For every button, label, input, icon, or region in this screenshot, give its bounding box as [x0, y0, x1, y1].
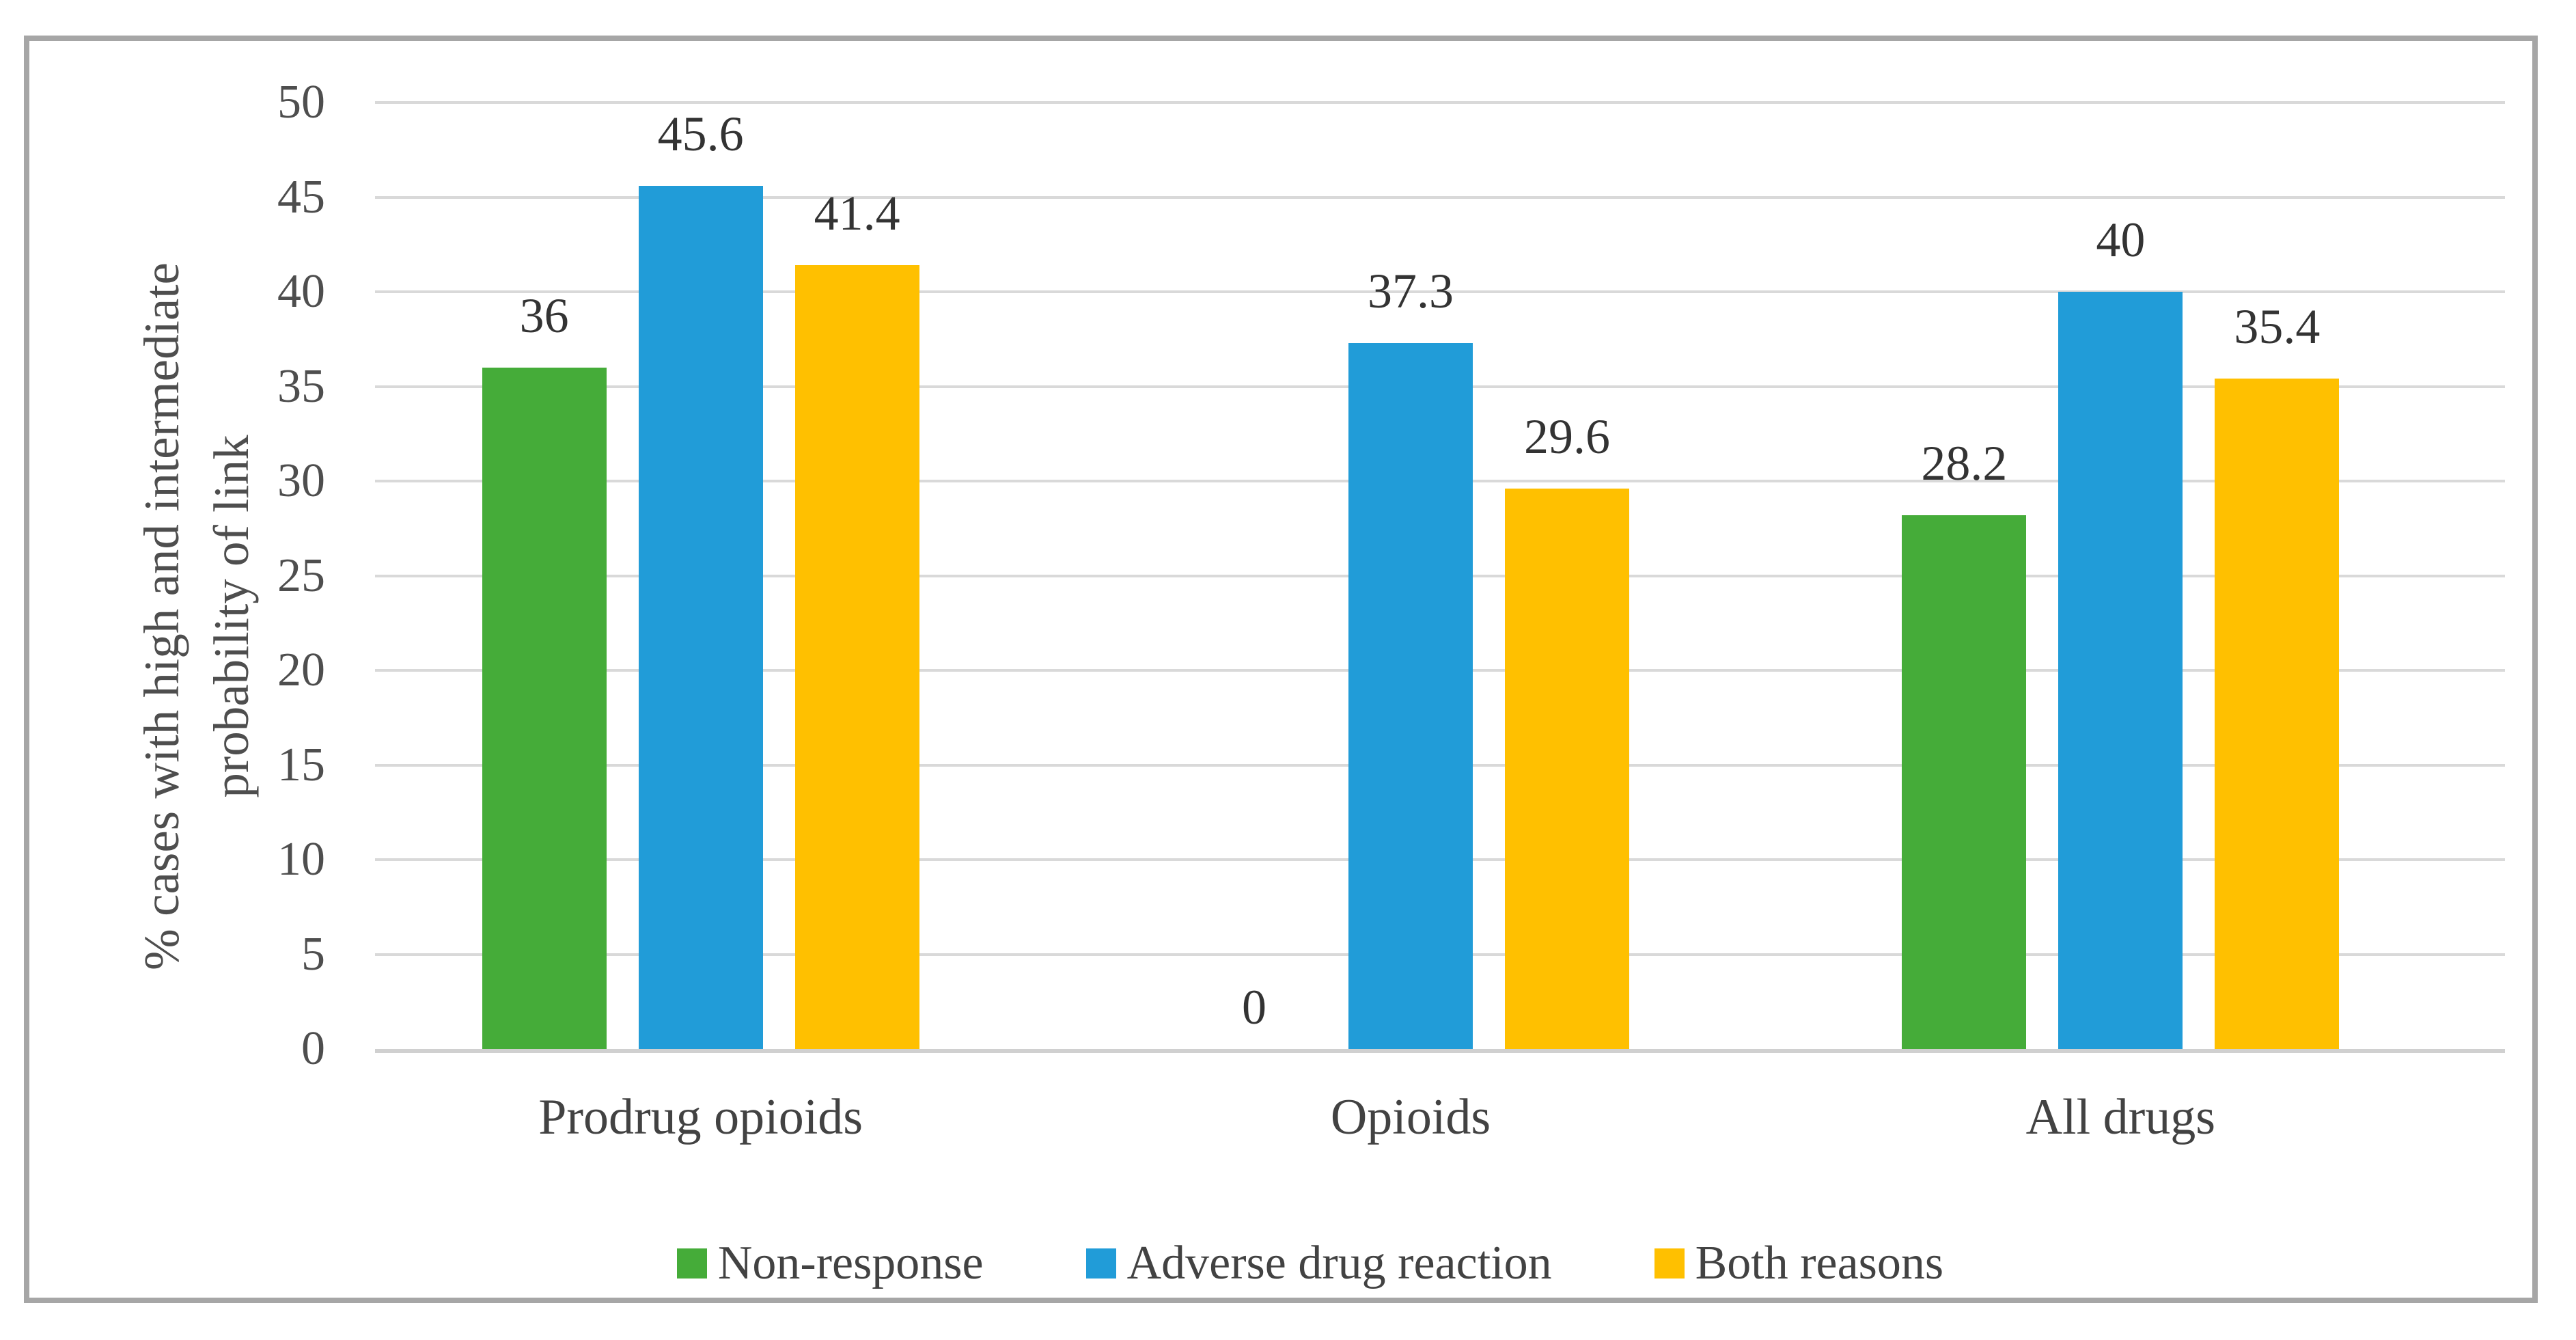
- legend-label-non-response: Non-response: [717, 1237, 984, 1289]
- legend: Non-response Adverse drug reaction Both re…: [53, 1238, 2567, 1289]
- data-label-adverse-drug-reaction-all-drugs: 40: [2096, 213, 2146, 267]
- y-tick-label-25: 25: [277, 549, 325, 602]
- gridline-40: [375, 290, 2505, 293]
- bar-both-reasons-prodrug-opioids: [794, 265, 919, 1049]
- data-label-adverse-drug-reaction-prodrug-opioids: 45.6: [657, 106, 744, 161]
- y-tick-label-20: 20: [277, 644, 325, 696]
- category-label-opioids: Opioids: [1330, 1089, 1491, 1145]
- category-label-prodrug-opioids: Prodrug opioids: [538, 1089, 863, 1145]
- legend-swatch-both-reasons: [1654, 1248, 1685, 1279]
- y-tick-label-50: 50: [277, 76, 325, 128]
- legend-item-both-reasons: Both reasons: [1654, 1237, 1944, 1289]
- data-label-both-reasons-prodrug-opioids: 41.4: [814, 186, 900, 241]
- data-label-both-reasons-all-drugs: 35.4: [2234, 299, 2321, 355]
- y-tick-label-15: 15: [277, 738, 325, 791]
- legend-label-adverse-drug-reaction: Adverse drug reaction: [1126, 1237, 1552, 1289]
- legend-item-adverse-drug-reaction: Adverse drug reaction: [1085, 1237, 1552, 1289]
- bar-non-response-prodrug-opioids: [482, 367, 607, 1049]
- data-label-adverse-drug-reaction-opioids: 37.3: [1368, 263, 1454, 318]
- data-label-both-reasons-opioids: 29.6: [1524, 409, 1610, 465]
- bar-adverse-drug-reaction-opioids: [1348, 342, 1473, 1049]
- legend-item-non-response: Non-response: [676, 1237, 984, 1289]
- legend-swatch-non-response: [676, 1248, 707, 1279]
- y-tick-label-45: 45: [277, 170, 325, 223]
- y-tick-label-10: 10: [277, 833, 325, 886]
- bar-both-reasons-opioids: [1505, 489, 1629, 1049]
- y-tick-label-30: 30: [277, 454, 325, 507]
- data-label-non-response-prodrug-opioids: 36: [519, 288, 569, 343]
- x-axis-line: [375, 1049, 2505, 1053]
- bar-both-reasons-all-drugs: [2215, 379, 2340, 1049]
- bar-non-response-all-drugs: [1902, 515, 2027, 1049]
- y-tick-label-5: 5: [301, 927, 325, 981]
- y-tick-label-0: 0: [301, 1022, 325, 1075]
- category-label-all-drugs: All drugs: [2025, 1089, 2216, 1145]
- data-label-non-response-all-drugs: 28.2: [1921, 435, 2008, 491]
- gridline-50: [375, 101, 2505, 104]
- legend-swatch-adverse-drug-reaction: [1085, 1248, 1116, 1279]
- gridline-45: [375, 195, 2505, 199]
- y-tick-label-35: 35: [277, 359, 325, 413]
- bar-adverse-drug-reaction-prodrug-opioids: [638, 185, 763, 1049]
- y-tick-label-40: 40: [277, 265, 325, 318]
- chart-frame: % cases with high and intermediate proba…: [24, 36, 2538, 1303]
- data-label-non-response-opioids: 0: [1242, 980, 1266, 1035]
- legend-label-both-reasons: Both reasons: [1695, 1237, 1944, 1289]
- bar-adverse-drug-reaction-all-drugs: [2058, 292, 2183, 1049]
